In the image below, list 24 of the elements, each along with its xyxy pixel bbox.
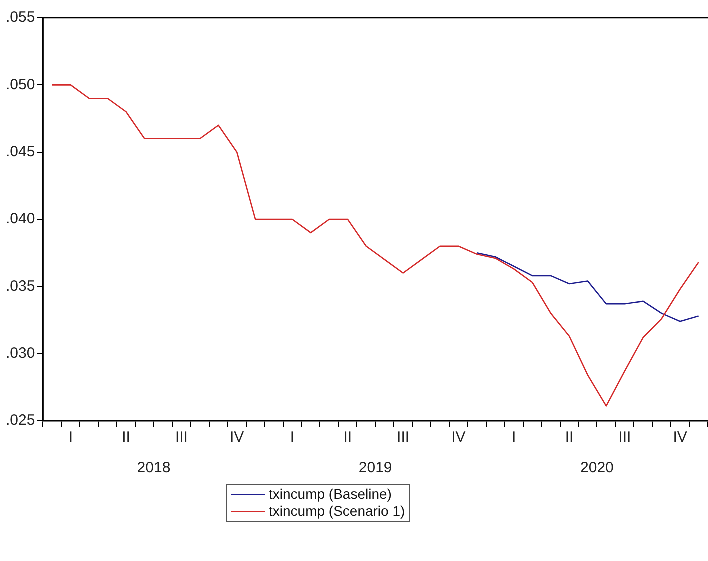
- y-tick-label: .025: [6, 412, 36, 430]
- y-tick-label: .055: [6, 9, 36, 26]
- x-tick-label: III: [397, 429, 410, 446]
- y-tick-label: .045: [6, 143, 36, 160]
- y-tick-label: .040: [6, 210, 36, 228]
- x-tick-label: I: [68, 429, 73, 446]
- x-tick-label: II: [565, 429, 574, 446]
- legend-label: txincump (Scenario 1): [269, 503, 406, 520]
- x-tick-label: III: [618, 429, 632, 446]
- x-tick-label: II: [344, 429, 352, 446]
- x-tick-label: IV: [230, 429, 244, 446]
- x-tick-label: II: [122, 429, 130, 446]
- y-tick-label: .030: [6, 344, 36, 362]
- text: 2019: [358, 460, 392, 477]
- legend-label: txincump (Baseline): [269, 486, 392, 503]
- x-tick-label: IV: [673, 429, 688, 446]
- y-tick-label: .050: [6, 76, 36, 94]
- x-tick-label: III: [175, 429, 188, 446]
- x-tick-label: I: [512, 429, 516, 446]
- x-tick-label: IV: [452, 429, 466, 446]
- y-tick-label: .035: [6, 278, 36, 295]
- text: 2018: [137, 460, 171, 477]
- text: 2020: [580, 460, 614, 477]
- x-tick-label: I: [290, 429, 295, 446]
